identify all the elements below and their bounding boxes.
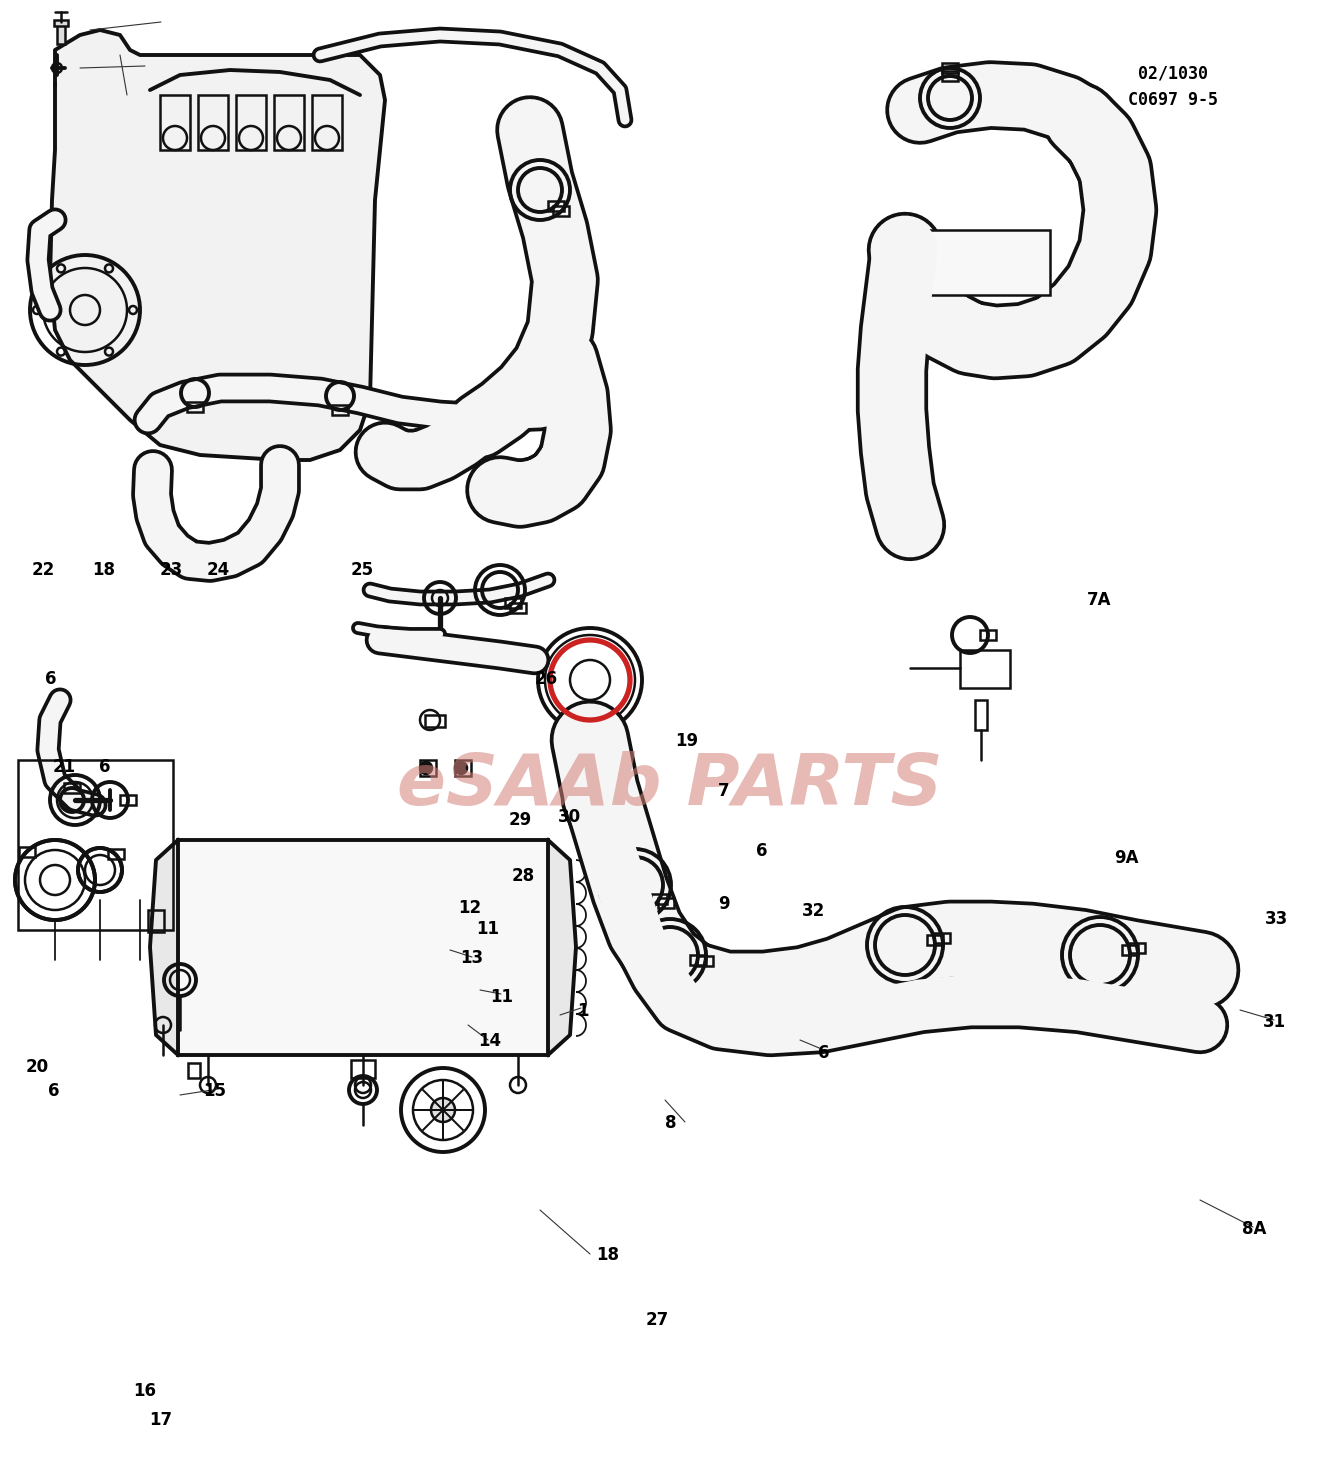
Bar <box>160 96 190 150</box>
Text: 7A: 7A <box>1088 591 1112 609</box>
Text: 18: 18 <box>595 1247 620 1264</box>
Bar <box>554 206 569 216</box>
Text: 8: 8 <box>665 1114 676 1132</box>
Circle shape <box>420 761 432 775</box>
Text: 27: 27 <box>645 1311 669 1329</box>
Bar <box>504 598 520 607</box>
Bar <box>980 631 996 639</box>
Bar <box>960 650 1010 688</box>
Text: 02/1030: 02/1030 <box>1139 65 1208 82</box>
Text: 9A: 9A <box>1114 850 1139 867</box>
Bar <box>17 760 173 931</box>
Text: 30: 30 <box>558 809 582 826</box>
Bar <box>107 850 123 860</box>
Text: 24: 24 <box>207 562 231 579</box>
Bar <box>689 956 705 964</box>
Text: 25: 25 <box>350 562 374 579</box>
Bar <box>333 406 349 415</box>
Bar <box>64 784 80 792</box>
Text: 1: 1 <box>578 1003 589 1020</box>
Bar <box>178 839 548 1055</box>
Bar <box>547 200 563 210</box>
Bar <box>697 957 713 966</box>
Text: 23: 23 <box>160 562 184 579</box>
Polygon shape <box>548 839 577 1055</box>
Text: 22: 22 <box>31 562 55 579</box>
Bar <box>658 898 675 908</box>
Text: 15: 15 <box>202 1082 227 1100</box>
Text: 20: 20 <box>25 1058 50 1076</box>
Bar <box>351 1060 375 1078</box>
Text: 21: 21 <box>52 759 76 776</box>
Bar <box>425 714 445 728</box>
Circle shape <box>430 1098 455 1122</box>
Text: 6: 6 <box>756 842 767 860</box>
Text: 26: 26 <box>534 670 558 688</box>
Bar <box>941 71 957 81</box>
Text: 16: 16 <box>133 1382 157 1399</box>
Text: 6: 6 <box>48 1082 59 1100</box>
Bar <box>274 96 304 150</box>
Bar <box>510 603 526 613</box>
Text: 11: 11 <box>476 920 500 938</box>
Text: 28: 28 <box>511 867 535 885</box>
Circle shape <box>455 761 467 775</box>
Polygon shape <box>150 839 178 1055</box>
Bar <box>481 426 498 437</box>
Bar <box>935 933 951 944</box>
Bar <box>186 401 202 412</box>
Bar <box>198 96 228 150</box>
Text: 19: 19 <box>675 732 699 750</box>
Text: 6: 6 <box>818 1044 829 1061</box>
Bar <box>920 229 1050 295</box>
Bar <box>1129 944 1145 954</box>
Text: 33: 33 <box>1265 910 1289 928</box>
Text: 7: 7 <box>719 782 730 800</box>
Bar <box>927 935 943 945</box>
Text: 11: 11 <box>489 988 514 1005</box>
Bar <box>1121 945 1137 956</box>
Bar <box>19 847 35 857</box>
Bar <box>420 760 436 776</box>
Bar <box>941 63 957 74</box>
Text: 8A: 8A <box>1242 1220 1266 1238</box>
Text: 29: 29 <box>508 811 532 829</box>
Text: 13: 13 <box>460 950 484 967</box>
Text: 32: 32 <box>802 903 826 920</box>
Text: 14: 14 <box>477 1032 502 1050</box>
Bar <box>455 760 471 776</box>
Text: 18: 18 <box>91 562 115 579</box>
Text: 12: 12 <box>457 900 481 917</box>
Text: C0697 9-5: C0697 9-5 <box>1128 91 1219 109</box>
Text: eSAAb PARTS: eSAAb PARTS <box>397 751 943 819</box>
Bar <box>236 96 266 150</box>
Bar <box>58 22 64 44</box>
Bar <box>582 763 598 773</box>
Polygon shape <box>50 29 385 460</box>
Bar <box>188 1063 200 1078</box>
Text: 9: 9 <box>719 895 730 913</box>
Text: 6: 6 <box>99 759 110 776</box>
Text: 17: 17 <box>149 1411 173 1429</box>
Bar <box>54 21 68 26</box>
Bar <box>652 894 668 904</box>
Bar <box>119 795 135 806</box>
Bar <box>312 96 342 150</box>
Bar <box>148 910 164 932</box>
Text: 31: 31 <box>1262 1013 1286 1030</box>
Text: 6: 6 <box>46 670 56 688</box>
Bar <box>975 700 987 731</box>
